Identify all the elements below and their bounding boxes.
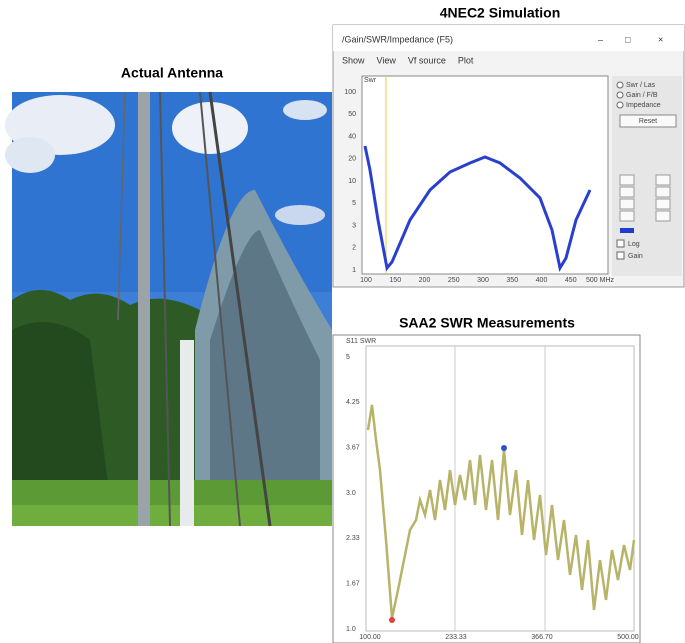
step-button[interactable] bbox=[619, 210, 635, 222]
step-button[interactable] bbox=[619, 186, 635, 198]
x-tick-label: 500.00 bbox=[617, 634, 639, 641]
y-tick-label: 5 bbox=[346, 354, 350, 361]
y-tick-label: 100 bbox=[344, 89, 356, 96]
option-label[interactable]: Swr / Las bbox=[626, 82, 656, 89]
close[interactable]: × bbox=[658, 34, 663, 44]
y-tick-label: 50 bbox=[348, 111, 356, 118]
x-tick-label: 200 bbox=[419, 277, 431, 284]
option-label[interactable]: Impedance bbox=[626, 102, 661, 109]
x-tick-label: 233.33 bbox=[445, 634, 467, 641]
step-button[interactable] bbox=[655, 174, 671, 186]
y-tick-label: 3.0 bbox=[346, 490, 356, 497]
x-tick-label: 100 bbox=[360, 277, 372, 284]
x-tick-label: 250 bbox=[448, 277, 460, 284]
radio[interactable] bbox=[616, 91, 624, 99]
step-button[interactable] bbox=[619, 198, 635, 210]
x-tick-label: 366.70 bbox=[531, 634, 553, 641]
y-axis-label: Swr bbox=[364, 77, 377, 84]
x-tick-label: 450 bbox=[565, 277, 577, 284]
y-tick-label: 1.0 bbox=[346, 626, 356, 633]
step-button[interactable] bbox=[619, 174, 635, 186]
y-tick-label: 1 bbox=[352, 267, 356, 274]
y-tick-label: 2.33 bbox=[346, 535, 360, 542]
check-label[interactable]: Gain bbox=[628, 253, 643, 260]
x-tick-label: 300 bbox=[477, 277, 489, 284]
check-label[interactable]: Log bbox=[628, 241, 640, 248]
menu-item[interactable]: Vf source bbox=[408, 55, 446, 65]
y-tick-label: 3 bbox=[352, 222, 356, 229]
step-button[interactable] bbox=[655, 210, 671, 222]
y-tick-label: 1.67 bbox=[346, 581, 360, 588]
y-tick-label: 5 bbox=[352, 200, 356, 207]
nec-window: /Gain/SWR/Impedance (F5) – □ × bbox=[332, 24, 685, 288]
menu-item[interactable]: View bbox=[377, 55, 397, 65]
minimize[interactable]: – bbox=[598, 34, 603, 44]
y-tick-label: 10 bbox=[348, 178, 356, 185]
checkbox[interactable] bbox=[616, 251, 625, 260]
x-tick-label: 150 bbox=[389, 277, 401, 284]
menu-item[interactable]: Show bbox=[342, 55, 365, 65]
y-tick-label: 3.67 bbox=[346, 445, 360, 452]
saa-chart bbox=[332, 334, 641, 643]
y-tick-label: 2 bbox=[352, 245, 356, 252]
x-tick-label: 100.00 bbox=[359, 634, 381, 641]
menu-item[interactable]: Plot bbox=[458, 55, 474, 65]
radio[interactable] bbox=[616, 101, 624, 109]
x-tick-label: 500 MHz bbox=[586, 277, 615, 284]
option-label[interactable]: Gain / F/B bbox=[626, 92, 658, 99]
nec-title: 4NEC2 Simulation bbox=[440, 5, 561, 21]
step-button[interactable] bbox=[655, 186, 671, 198]
photo-title: Actual Antenna bbox=[121, 65, 223, 81]
window-title: /Gain/SWR/Impedance (F5) bbox=[342, 34, 453, 44]
x-tick-label: 350 bbox=[506, 277, 518, 284]
y-tick-label: 4.25 bbox=[346, 399, 360, 406]
y-tick-label: 40 bbox=[348, 133, 356, 140]
step-button[interactable] bbox=[655, 198, 671, 210]
reset-button[interactable] bbox=[619, 114, 677, 128]
y-tick-label: 20 bbox=[348, 156, 356, 163]
reset-label[interactable]: Reset bbox=[639, 118, 657, 125]
maximize[interactable]: □ bbox=[625, 34, 631, 44]
radio[interactable] bbox=[616, 81, 624, 89]
y-axis-label: S11 SWR bbox=[346, 338, 376, 345]
antenna-photo bbox=[5, 91, 332, 527]
saa-title: SAA2 SWR Measurements bbox=[399, 315, 575, 331]
checkbox[interactable] bbox=[616, 239, 625, 248]
x-tick-label: 400 bbox=[536, 277, 548, 284]
